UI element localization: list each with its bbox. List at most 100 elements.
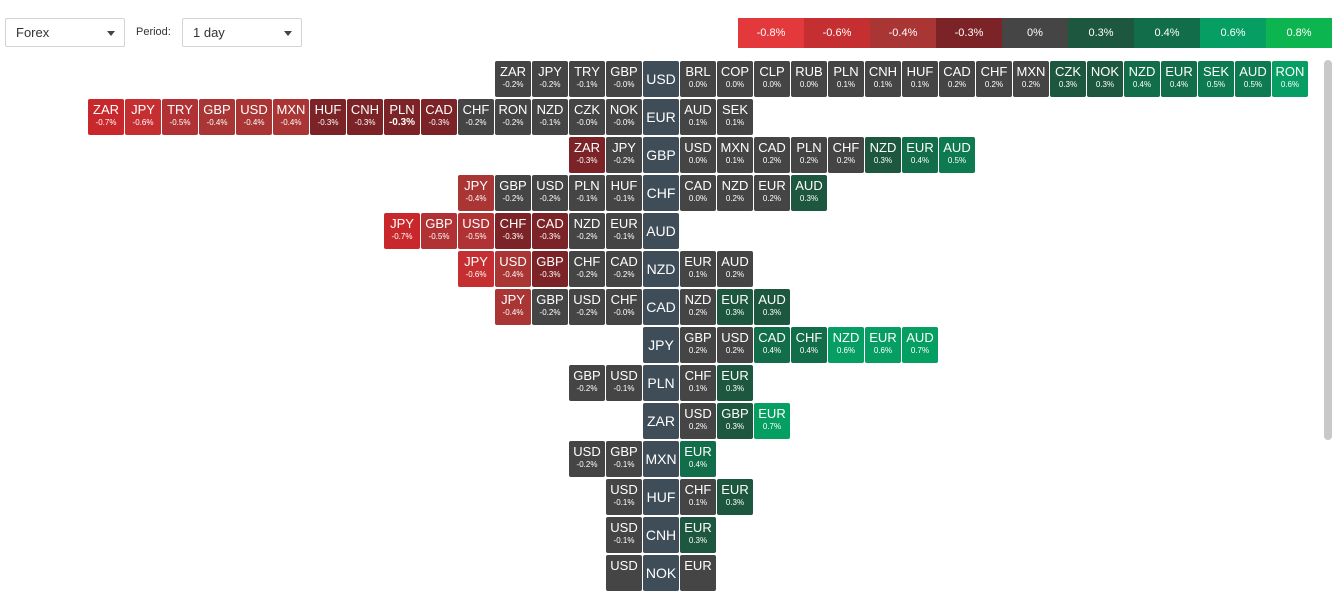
currency-tile-chf[interactable]: CHF -0.2% [569, 251, 605, 287]
currency-tile-chf[interactable]: CHF 0.1% [680, 479, 716, 515]
currency-tile-cnh[interactable]: CNH 0.1% [865, 61, 901, 97]
currency-tile-eur[interactable]: EUR 0.1% [680, 251, 716, 287]
currency-tile-sek[interactable]: SEK 0.5% [1198, 61, 1234, 97]
base-currency-huf[interactable]: HUF [643, 479, 679, 515]
currency-tile-gbp[interactable]: GBP 0.3% [717, 403, 753, 439]
base-currency-jpy[interactable]: JPY [643, 327, 679, 363]
currency-tile-gbp[interactable]: GBP -0.2% [532, 289, 568, 325]
currency-tile-eur[interactable]: EUR 0.2% [754, 175, 790, 211]
base-currency-mxn[interactable]: MXN [643, 441, 679, 477]
currency-tile-eur[interactable]: EUR 0.4% [902, 137, 938, 173]
currency-tile-chf[interactable]: CHF 0.4% [791, 327, 827, 363]
currency-tile-aud[interactable]: AUD 0.2% [717, 251, 753, 287]
currency-tile-nzd[interactable]: NZD 0.2% [680, 289, 716, 325]
base-currency-cnh[interactable]: CNH [643, 517, 679, 553]
currency-tile-jpy[interactable]: JPY -0.2% [606, 137, 642, 173]
currency-tile-chf[interactable]: CHF -0.0% [606, 289, 642, 325]
currency-tile-mxn[interactable]: MXN 0.2% [1013, 61, 1049, 97]
base-currency-cad[interactable]: CAD [643, 289, 679, 325]
currency-tile-jpy[interactable]: JPY -0.4% [458, 175, 494, 211]
currency-tile-aud[interactable]: AUD 0.1% [680, 99, 716, 135]
currency-tile-usd[interactable]: USD -0.2% [569, 441, 605, 477]
currency-tile-gbp[interactable]: GBP -0.4% [199, 99, 235, 135]
currency-tile-nzd[interactable]: NZD -0.1% [532, 99, 568, 135]
currency-tile-brl[interactable]: BRL 0.0% [680, 61, 716, 97]
currency-tile-gbp[interactable]: GBP -0.5% [421, 213, 457, 249]
base-currency-pln[interactable]: PLN [643, 365, 679, 401]
currency-tile-zar[interactable]: ZAR -0.2% [495, 61, 531, 97]
vertical-scrollbar[interactable] [1324, 60, 1332, 440]
currency-tile-gbp[interactable]: GBP -0.2% [569, 365, 605, 401]
currency-tile-chf[interactable]: CHF 0.2% [976, 61, 1012, 97]
period-select[interactable]: 1 day [182, 18, 302, 47]
currency-tile-usd[interactable]: USD [606, 555, 642, 591]
currency-tile-chf[interactable]: CHF -0.3% [495, 213, 531, 249]
currency-tile-aud[interactable]: AUD 0.3% [791, 175, 827, 211]
currency-tile-eur[interactable]: EUR 0.3% [717, 289, 753, 325]
currency-tile-cad[interactable]: CAD -0.3% [532, 213, 568, 249]
currency-tile-usd[interactable]: USD -0.4% [236, 99, 272, 135]
currency-tile-jpy[interactable]: JPY -0.4% [495, 289, 531, 325]
currency-tile-czk[interactable]: CZK -0.0% [569, 99, 605, 135]
currency-tile-chf[interactable]: CHF 0.1% [680, 365, 716, 401]
currency-tile-mxn[interactable]: MXN -0.4% [273, 99, 309, 135]
currency-tile-cad[interactable]: CAD -0.3% [421, 99, 457, 135]
currency-tile-nzd[interactable]: NZD 0.4% [1124, 61, 1160, 97]
base-currency-chf[interactable]: CHF [643, 175, 679, 211]
currency-tile-eur[interactable]: EUR 0.3% [717, 479, 753, 515]
currency-tile-gbp[interactable]: GBP 0.2% [680, 327, 716, 363]
currency-tile-try[interactable]: TRY -0.5% [162, 99, 198, 135]
currency-tile-pln[interactable]: PLN -0.3% [384, 99, 420, 135]
currency-tile-jpy[interactable]: JPY -0.6% [125, 99, 161, 135]
currency-tile-aud[interactable]: AUD 0.5% [1235, 61, 1271, 97]
currency-tile-jpy[interactable]: JPY -0.6% [458, 251, 494, 287]
currency-tile-usd[interactable]: USD 0.0% [680, 137, 716, 173]
base-currency-zar[interactable]: ZAR [643, 403, 679, 439]
currency-tile-cad[interactable]: CAD -0.2% [606, 251, 642, 287]
currency-tile-eur[interactable]: EUR 0.4% [1161, 61, 1197, 97]
currency-tile-jpy[interactable]: JPY -0.2% [532, 61, 568, 97]
currency-tile-nzd[interactable]: NZD 0.6% [828, 327, 864, 363]
currency-tile-chf[interactable]: CHF 0.2% [828, 137, 864, 173]
currency-tile-chf[interactable]: CHF -0.2% [458, 99, 494, 135]
currency-tile-jpy[interactable]: JPY -0.7% [384, 213, 420, 249]
currency-tile-eur[interactable]: EUR 0.4% [680, 441, 716, 477]
currency-tile-pln[interactable]: PLN 0.1% [828, 61, 864, 97]
currency-tile-try[interactable]: TRY -0.1% [569, 61, 605, 97]
base-currency-usd[interactable]: USD [643, 61, 679, 97]
currency-tile-usd[interactable]: USD 0.2% [680, 403, 716, 439]
currency-tile-usd[interactable]: USD 0.2% [717, 327, 753, 363]
currency-tile-eur[interactable]: EUR 0.3% [717, 365, 753, 401]
base-currency-nok[interactable]: NOK [643, 555, 679, 591]
currency-tile-usd[interactable]: USD -0.2% [569, 289, 605, 325]
currency-tile-zar[interactable]: ZAR -0.7% [88, 99, 124, 135]
currency-tile-zar[interactable]: ZAR -0.3% [569, 137, 605, 173]
currency-tile-cnh[interactable]: CNH -0.3% [347, 99, 383, 135]
currency-tile-eur[interactable]: EUR 0.7% [754, 403, 790, 439]
base-currency-gbp[interactable]: GBP [643, 137, 679, 173]
market-select[interactable]: Forex [5, 18, 125, 47]
currency-tile-clp[interactable]: CLP 0.0% [754, 61, 790, 97]
currency-tile-eur[interactable]: EUR 0.6% [865, 327, 901, 363]
currency-tile-gbp[interactable]: GBP -0.2% [495, 175, 531, 211]
currency-tile-mxn[interactable]: MXN 0.1% [717, 137, 753, 173]
currency-tile-eur[interactable]: EUR 0.3% [680, 517, 716, 553]
currency-tile-cop[interactable]: COP 0.0% [717, 61, 753, 97]
currency-tile-gbp[interactable]: GBP -0.0% [606, 61, 642, 97]
currency-tile-nzd[interactable]: NZD -0.2% [569, 213, 605, 249]
currency-tile-usd[interactable]: USD -0.2% [532, 175, 568, 211]
currency-tile-gbp[interactable]: GBP -0.3% [532, 251, 568, 287]
currency-tile-nzd[interactable]: NZD 0.3% [865, 137, 901, 173]
currency-tile-usd[interactable]: USD -0.1% [606, 517, 642, 553]
currency-tile-huf[interactable]: HUF -0.1% [606, 175, 642, 211]
currency-tile-huf[interactable]: HUF -0.3% [310, 99, 346, 135]
currency-tile-nok[interactable]: NOK -0.0% [606, 99, 642, 135]
currency-tile-eur[interactable]: EUR [680, 555, 716, 591]
currency-tile-nzd[interactable]: NZD 0.2% [717, 175, 753, 211]
currency-tile-czk[interactable]: CZK 0.3% [1050, 61, 1086, 97]
currency-tile-ron[interactable]: RON -0.2% [495, 99, 531, 135]
currency-tile-pln[interactable]: PLN 0.2% [791, 137, 827, 173]
currency-tile-usd[interactable]: USD -0.5% [458, 213, 494, 249]
currency-tile-usd[interactable]: USD -0.1% [606, 479, 642, 515]
currency-tile-gbp[interactable]: GBP -0.1% [606, 441, 642, 477]
